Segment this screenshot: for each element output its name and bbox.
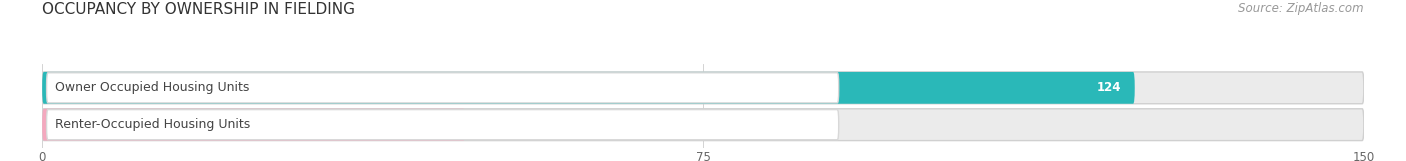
FancyBboxPatch shape	[46, 73, 839, 103]
FancyBboxPatch shape	[42, 72, 1364, 104]
Text: OCCUPANCY BY OWNERSHIP IN FIELDING: OCCUPANCY BY OWNERSHIP IN FIELDING	[42, 2, 356, 17]
Text: Owner Occupied Housing Units: Owner Occupied Housing Units	[55, 81, 250, 94]
Text: 48: 48	[436, 118, 451, 131]
Text: Renter-Occupied Housing Units: Renter-Occupied Housing Units	[55, 118, 250, 131]
FancyBboxPatch shape	[42, 72, 1135, 104]
Text: 124: 124	[1097, 81, 1122, 94]
FancyBboxPatch shape	[46, 110, 839, 140]
FancyBboxPatch shape	[42, 109, 1364, 141]
Text: Source: ZipAtlas.com: Source: ZipAtlas.com	[1239, 2, 1364, 15]
FancyBboxPatch shape	[42, 109, 465, 141]
